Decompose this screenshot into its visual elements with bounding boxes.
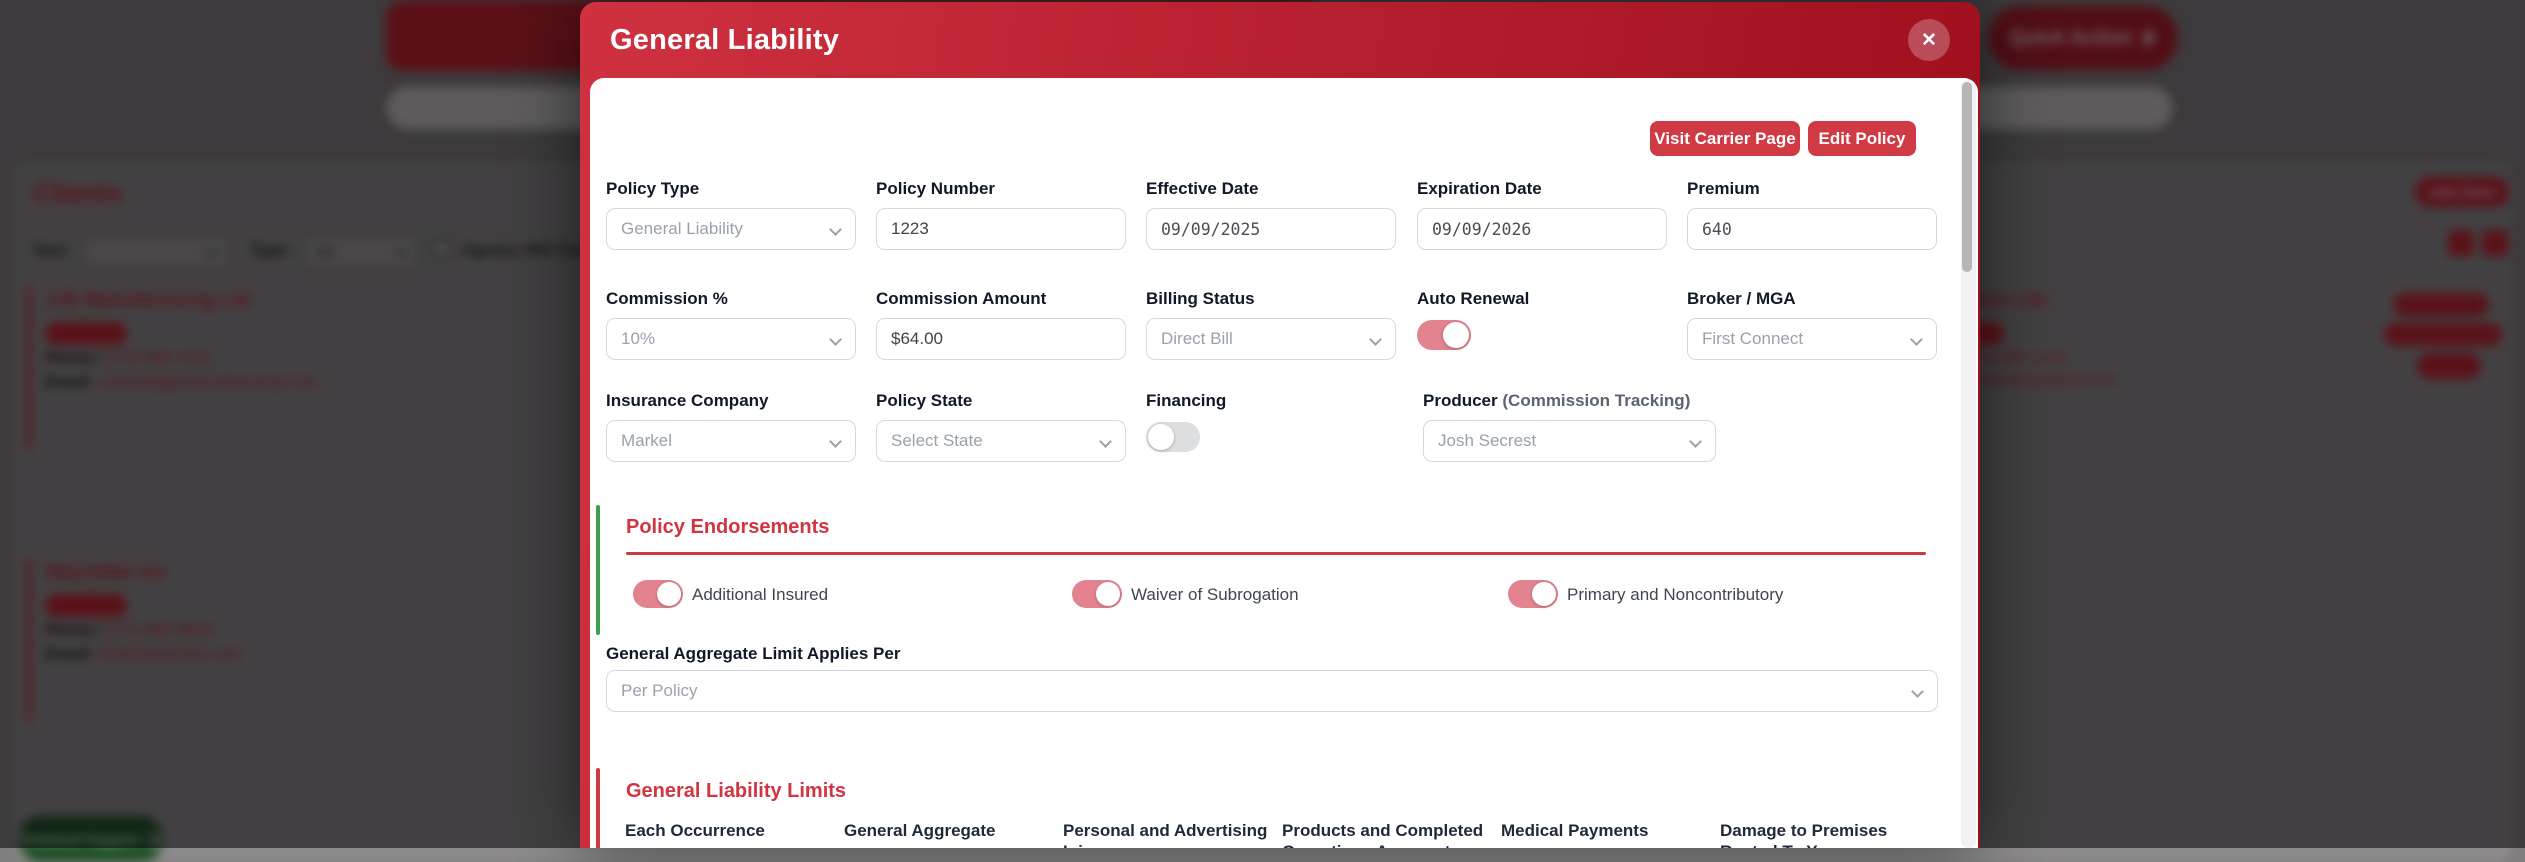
close-button[interactable]: ✕ <box>1908 19 1950 61</box>
chevron-down-icon <box>829 435 842 448</box>
primary-noncontributory-toggle[interactable] <box>1508 580 1558 608</box>
commission-pct-value: 10% <box>621 329 656 348</box>
edit-policy-button[interactable]: Edit Policy <box>1808 121 1916 156</box>
billing-status-select[interactable]: Direct Bill <box>1146 318 1396 360</box>
limit-column-each-occurrence: Each Occurrence <box>625 821 765 840</box>
modal-header: General Liability ✕ <box>580 2 1980 78</box>
policy-state-select[interactable]: Select State <box>876 420 1126 462</box>
broker-mga-select[interactable]: First Connect <box>1687 318 1937 360</box>
commission-pct-select[interactable]: 10% <box>606 318 856 360</box>
endorsements-accent-border <box>596 505 600 635</box>
limit-column-medical-payments: Medical Payments <box>1501 821 1649 840</box>
policy-number-label: Policy Number <box>876 179 996 198</box>
billing-status-value: Direct Bill <box>1161 329 1233 348</box>
effective-date-input[interactable] <box>1146 208 1396 250</box>
toggle-knob <box>657 582 681 606</box>
additional-insured-label: Additional Insured <box>692 585 829 604</box>
chevron-down-icon <box>1369 333 1382 346</box>
policy-state-value: Select State <box>891 431 983 450</box>
toggle-knob <box>1148 424 1174 450</box>
premium-input[interactable] <box>1687 208 1937 250</box>
endorsements-divider <box>626 552 1926 555</box>
chevron-down-icon <box>1099 435 1112 448</box>
limits-accent-border <box>596 768 600 848</box>
additional-insured-toggle[interactable] <box>633 580 683 608</box>
limit-column-personal-advertising-injury: Personal and Advertising Injury <box>1063 821 1268 848</box>
toggle-knob <box>1532 582 1556 606</box>
limit-column-products-completed-operations: Products and Completed Operations Aggreg… <box>1282 821 1484 848</box>
visit-carrier-page-button[interactable]: Visit Carrier Page <box>1650 121 1800 156</box>
aggregate-applies-label: General Aggregate Limit Applies Per <box>606 644 901 663</box>
auto-renewal-label: Auto Renewal <box>1417 289 1530 308</box>
endorsements-heading: Policy Endorsements <box>626 516 830 538</box>
chevron-down-icon <box>1689 435 1702 448</box>
broker-mga-label: Broker / MGA <box>1687 289 1796 308</box>
limit-column-general-aggregate: General Aggregate <box>844 821 996 840</box>
producer-label-main: Producer <box>1423 391 1498 410</box>
premium-label: Premium <box>1687 179 1760 198</box>
modal-title: General Liability <box>610 23 840 56</box>
effective-date-label: Effective Date <box>1146 179 1259 198</box>
chevron-down-icon <box>1910 333 1923 346</box>
commission-pct-label: Commission % <box>606 289 728 308</box>
auto-renewal-toggle[interactable] <box>1417 320 1471 350</box>
policy-type-label: Policy Type <box>606 179 700 198</box>
insurance-company-value: Markel <box>621 431 673 450</box>
billing-status-label: Billing Status <box>1146 289 1255 308</box>
waiver-subrogation-toggle[interactable] <box>1072 580 1122 608</box>
policy-type-value: General Liability <box>621 219 743 238</box>
policy-state-label: Policy State <box>876 391 973 410</box>
aggregate-applies-select[interactable]: Per Policy <box>606 670 1938 712</box>
modal-scrollbar-track[interactable] <box>1961 80 1976 848</box>
chevron-down-icon <box>829 223 842 236</box>
policy-number-input[interactable] <box>876 208 1126 250</box>
toggle-knob <box>1096 582 1120 606</box>
waiver-subrogation-label: Waiver of Subrogation <box>1131 585 1299 604</box>
modal-body: Visit Carrier Page Edit Policy Policy Ty… <box>590 78 1978 848</box>
commission-amount-label: Commission Amount <box>876 289 1047 308</box>
aggregate-applies-value: Per Policy <box>621 681 698 700</box>
producer-select[interactable]: Josh Secrest <box>1423 420 1716 462</box>
producer-label-suffix: (Commission Tracking) <box>1502 391 1691 410</box>
producer-value: Josh Secrest <box>1438 431 1537 450</box>
chevron-down-icon <box>829 333 842 346</box>
limit-column-damage-premises-rented: Damage to Premises Rented To You <box>1720 821 1888 848</box>
general-liability-modal: General Liability ✕ Visit Carrier Page E… <box>580 2 1980 848</box>
producer-label: Producer (Commission Tracking) <box>1423 391 1690 411</box>
chevron-down-icon <box>1911 685 1924 698</box>
modal-scrollbar-thumb[interactable] <box>1962 82 1972 272</box>
financing-label: Financing <box>1146 391 1227 410</box>
commission-amount-input[interactable] <box>876 318 1126 360</box>
policy-type-select[interactable]: General Liability <box>606 208 856 250</box>
expiration-date-input[interactable] <box>1417 208 1667 250</box>
insurance-company-select[interactable]: Markel <box>606 420 856 462</box>
close-icon: ✕ <box>1921 29 1937 51</box>
limits-heading: General Liability Limits <box>626 780 847 802</box>
primary-noncontributory-label: Primary and Noncontributory <box>1567 585 1784 604</box>
financing-toggle[interactable] <box>1146 422 1200 452</box>
insurance-company-label: Insurance Company <box>606 391 769 410</box>
expiration-date-label: Expiration Date <box>1417 179 1542 198</box>
toggle-knob <box>1443 322 1469 348</box>
broker-mga-value: First Connect <box>1702 329 1804 348</box>
